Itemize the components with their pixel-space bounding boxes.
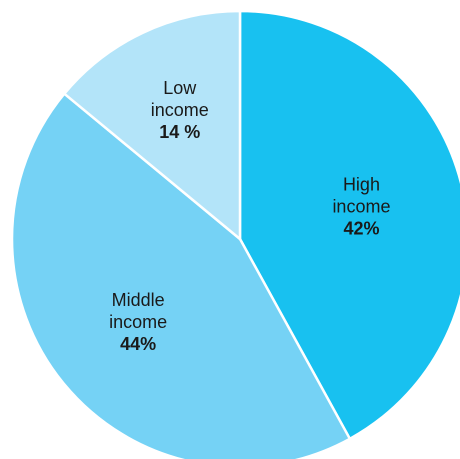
- slice-value-label: 44%: [120, 334, 156, 354]
- pie-slice-middle-income: [10, 92, 352, 459]
- slice-value-label: 14 %: [159, 122, 200, 142]
- slice-category-label: Middle: [112, 290, 165, 310]
- pie-labels: Highincome42%Middleincome44%Lowincome14 …: [109, 78, 390, 354]
- slice-category-label: income: [151, 100, 209, 120]
- pie-slices: [10, 9, 460, 459]
- slice-value-label: 42%: [343, 219, 379, 239]
- slice-category-label: income: [332, 197, 390, 217]
- slice-category-label: Low: [163, 78, 197, 98]
- slice-category-label: High: [343, 175, 380, 195]
- pie-slice-low-income: [63, 9, 242, 241]
- slice-category-label: income: [109, 312, 167, 332]
- pie-slice-high-income: [238, 9, 460, 441]
